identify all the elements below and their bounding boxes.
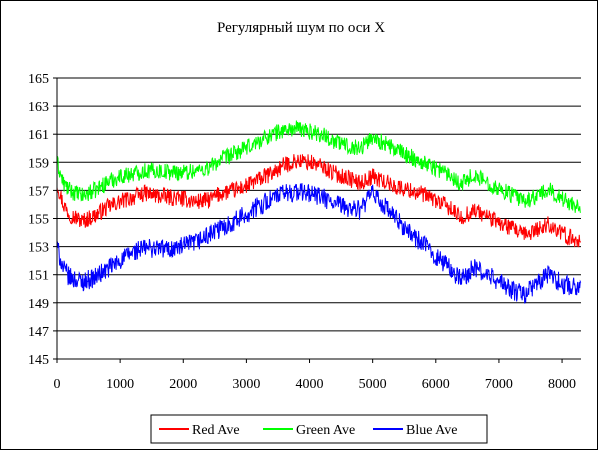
x-axis-ticks: 0 1000 2000 3000 4000 5000 6000 7000 8000 (54, 359, 576, 392)
x-tick-label-8000: 8000 (548, 377, 576, 392)
y-tick-label-149: 149 (28, 297, 49, 312)
x-tick-label-3000: 3000 (232, 377, 260, 392)
legend-label-blue-ave: Blue Ave (406, 423, 457, 438)
series-line-blue-ave (56, 183, 582, 304)
y-tick-label-165: 165 (28, 72, 49, 87)
y-tick-label-153: 153 (28, 241, 49, 256)
y-tick-label-145: 145 (28, 353, 49, 368)
x-tick-label-7000: 7000 (485, 377, 513, 392)
y-tick-label-147: 147 (28, 325, 49, 340)
series-line-green-ave (56, 120, 581, 213)
x-tick-label-5000: 5000 (359, 377, 387, 392)
legend-label-red-ave: Red Ave (192, 423, 240, 438)
x-tick-label-4000: 4000 (296, 377, 324, 392)
y-tick-label-159: 159 (28, 156, 49, 171)
x-tick-label-1000: 1000 (106, 377, 134, 392)
series-layer (56, 120, 582, 304)
y-tick-label-155: 155 (28, 213, 49, 228)
y-axis-ticks: 145 147 149 151 153 155 157 159 161 163 165 (28, 72, 57, 368)
grid-lines (57, 77, 581, 332)
x-tick-label-6000: 6000 (422, 377, 450, 392)
x-tick-label-0: 0 (54, 377, 61, 392)
y-tick-label-161: 161 (28, 128, 49, 143)
chart-title: Регулярный шум по оси X (217, 20, 385, 36)
y-tick-label-151: 151 (28, 269, 49, 284)
y-tick-label-163: 163 (28, 100, 49, 115)
legend-label-green-ave: Green Ave (296, 423, 355, 438)
x-tick-label-2000: 2000 (169, 377, 197, 392)
legend-box (150, 414, 488, 444)
legend: Red Ave Green Ave Blue Ave (150, 414, 488, 444)
y-tick-label-157: 157 (28, 184, 49, 199)
series-line-red-ave (56, 154, 582, 248)
